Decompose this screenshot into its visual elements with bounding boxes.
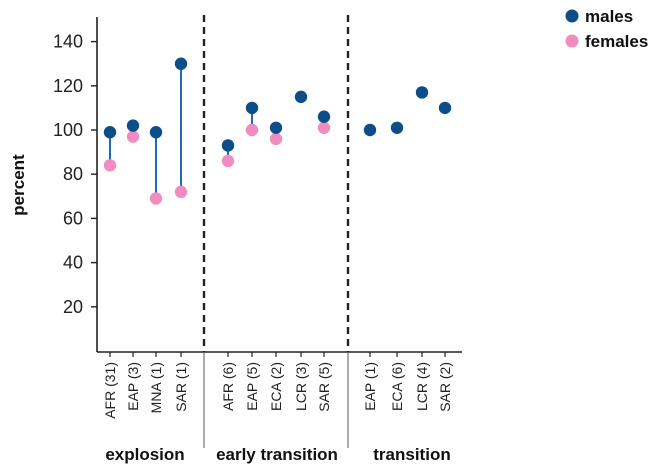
male-dot — [294, 90, 308, 104]
y-tick-label: 20 — [63, 297, 83, 317]
female-dot — [126, 130, 140, 143]
category-label: AFR (6) — [220, 362, 236, 411]
male-dot — [174, 57, 188, 70]
group-label: explosion — [105, 445, 184, 464]
male-dot — [245, 101, 259, 115]
male-dot — [390, 121, 404, 134]
male-dot — [149, 126, 163, 139]
category-label: SAR (2) — [437, 362, 453, 412]
y-tick-label: 80 — [63, 164, 83, 184]
category-label: MNA (1) — [148, 362, 164, 413]
females-legend-label: females — [585, 32, 648, 51]
males-legend-label: males — [585, 7, 633, 26]
y-tick-label: 120 — [53, 76, 83, 96]
male-dot — [221, 139, 235, 152]
male-dot — [415, 86, 429, 99]
male-dot — [438, 101, 452, 115]
male-dot — [363, 123, 377, 137]
category-label: ECA (2) — [268, 362, 284, 411]
y-tick-label: 40 — [63, 253, 83, 273]
legend: males females — [565, 7, 648, 51]
male-dot — [103, 126, 117, 139]
y-axis-title: percent — [9, 154, 28, 216]
female-dot — [245, 123, 259, 137]
category-label: LCR (3) — [293, 362, 309, 411]
female-dot — [221, 154, 235, 168]
male-dot — [126, 119, 140, 132]
y-tick-label: 60 — [63, 208, 83, 228]
y-tick-label: 140 — [53, 32, 83, 52]
category-label: AFR (31) — [102, 362, 118, 419]
category-label: SAR (5) — [316, 362, 332, 412]
males-legend-marker — [565, 9, 579, 23]
category-label: EAP (3) — [125, 362, 141, 411]
group-label: early transition — [216, 445, 338, 464]
group-label: transition — [373, 445, 450, 464]
plot-area: 20 40 60 80 100 120 140 AFR (31) EAP (3) MNA (1) S… — [53, 15, 462, 464]
category-label: EAP (1) — [362, 362, 378, 411]
female-dot — [149, 192, 163, 205]
y-tick-label: 100 — [53, 120, 83, 140]
male-dot — [269, 121, 283, 134]
category-label: SAR (1) — [173, 362, 189, 412]
male-dot — [317, 110, 331, 123]
category-label: ECA (6) — [389, 362, 405, 411]
category-label: LCR (4) — [414, 362, 430, 411]
females-legend-marker — [565, 34, 579, 48]
female-dot — [103, 159, 117, 172]
female-dot — [317, 121, 331, 134]
category-label: EAP (5) — [244, 362, 260, 411]
female-dot — [174, 185, 188, 199]
female-dot — [269, 132, 283, 146]
